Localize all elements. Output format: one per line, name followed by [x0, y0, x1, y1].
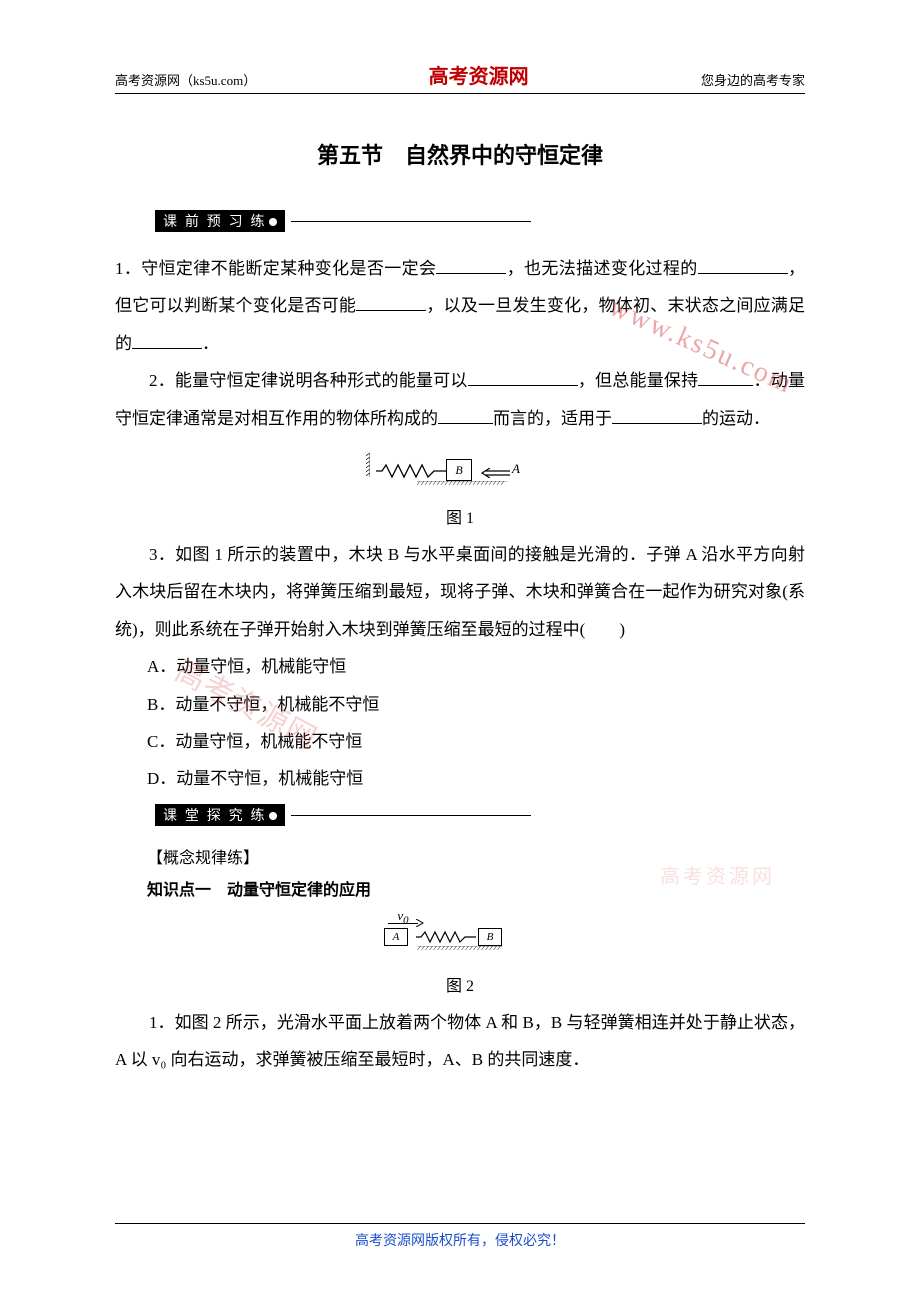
- header-right: 您身边的高考专家: [701, 70, 805, 89]
- section-pill-inclass: 课 堂 探 究 练: [155, 804, 285, 826]
- q1-post: ．: [202, 334, 219, 353]
- arrow-left-icon: [480, 468, 510, 478]
- fig2-block-a: A: [384, 928, 408, 946]
- question-3-options: A．动量守恒，机械能守恒 B．动量不守恒，机械能不守恒 C．动量守恒，机械能不守…: [147, 648, 805, 798]
- question-1: 1．守恒定律不能断定某种变化是否一定会，也无法描述变化过程的，但它可以判断某个变…: [115, 250, 805, 362]
- floor-hatch-icon: [375, 946, 545, 950]
- arrow-right-icon: [416, 919, 424, 927]
- page-title: 第五节 自然界中的守恒定律: [115, 138, 805, 170]
- dot-icon: [269, 812, 277, 820]
- option-c: C．动量守恒，机械能不守恒: [147, 723, 805, 760]
- fig2-block-b: B: [478, 928, 502, 946]
- option-a: A．动量守恒，机械能守恒: [147, 648, 805, 685]
- blank: [698, 255, 788, 274]
- blank: [698, 367, 753, 386]
- question-2: 2．能量守恒定律说明各种形式的能量可以，但总能量保持．动量守恒定律通常是对相互作…: [115, 362, 805, 437]
- q1-t1: 1．守恒定律不能断定某种变化是否一定会: [115, 259, 436, 278]
- section-pill-preclass-label: 课 前 预 习 练: [163, 213, 267, 229]
- blank: [468, 367, 578, 386]
- q2-t4: 而言的，适用于: [493, 409, 612, 428]
- floor-hatch-icon: [372, 481, 552, 485]
- header-center-logo: 高考资源网: [429, 60, 529, 89]
- figure-2-caption: 图 2: [115, 972, 805, 996]
- q2-post: 的运动．: [702, 409, 770, 428]
- spring-icon: [376, 463, 446, 479]
- question-3-stem: 3．如图 1 所示的装置中，木块 B 与水平桌面间的接触是光滑的．子弹 A 沿水…: [115, 536, 805, 648]
- section-inclass: 课 堂 探 究 练: [155, 804, 805, 826]
- blank: [356, 293, 426, 312]
- section-pill-inclass-label: 课 堂 探 究 练: [163, 807, 267, 823]
- wall-hatch-icon: [366, 447, 370, 483]
- fig1-label-a: A: [512, 461, 520, 477]
- fig2-v0-sub: 0: [403, 914, 408, 926]
- knowledge-point-1-title: 知识点一 动量守恒定律的应用: [147, 876, 805, 900]
- figure-1: B A: [115, 445, 805, 500]
- dot-icon: [269, 218, 277, 226]
- figure-1-caption: 图 1: [115, 504, 805, 528]
- blank: [612, 405, 702, 424]
- blank: [438, 405, 493, 424]
- blank: [132, 330, 202, 349]
- q2-t1: 2．能量守恒定律说明各种形式的能量可以: [149, 371, 468, 390]
- option-d: D．动量不守恒，机械能守恒: [147, 760, 805, 797]
- q2-t2: ，但总能量保持: [578, 371, 699, 390]
- section-preclass: 课 前 预 习 练: [155, 210, 805, 232]
- q1-t2: ，也无法描述变化过程的: [506, 259, 697, 278]
- option-b: B．动量不守恒，机械能不守恒: [147, 686, 805, 723]
- page-footer: 高考资源网版权所有，侵权必究！: [115, 1223, 805, 1250]
- blank: [436, 255, 506, 274]
- section-pill-preclass: 课 前 预 习 练: [155, 210, 285, 232]
- fig1-block-b: B: [446, 459, 472, 481]
- header-left: 高考资源网（ks5u.com）: [115, 70, 256, 89]
- figure-2: v0 A B: [115, 908, 805, 968]
- page-header: 高考资源网（ks5u.com） 高考资源网 您身边的高考专家: [115, 60, 805, 94]
- concept-label: 【概念规律练】: [147, 844, 805, 868]
- spring-icon: [416, 930, 476, 944]
- problem-1: 1．如图 2 所示，光滑水平面上放着两个物体 A 和 B，B 与轻弹簧相连并处于…: [115, 1004, 805, 1079]
- fig2-v0-label: v0: [388, 908, 418, 924]
